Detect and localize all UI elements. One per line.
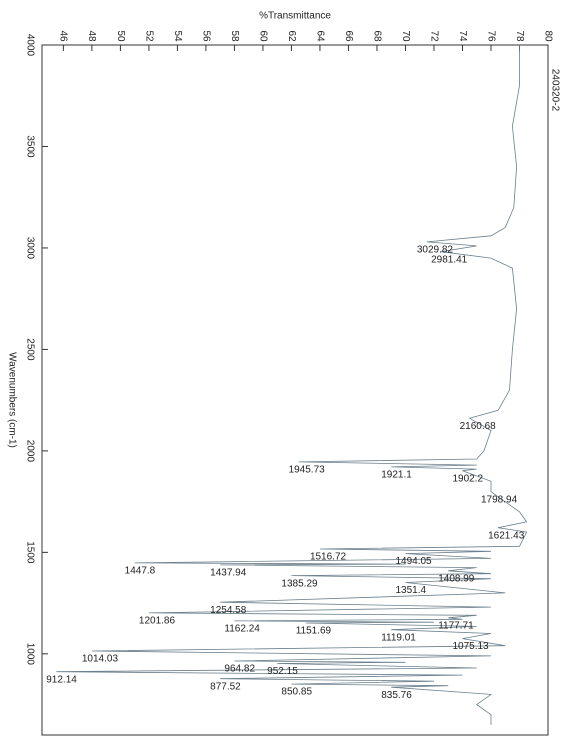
peak-label: 835.76 <box>381 690 412 701</box>
peak-label: 1921.1 <box>381 470 412 481</box>
peak-label: 877.52 <box>210 681 241 692</box>
peak-label: 1351.4 <box>395 585 426 596</box>
y-tick-label: 78 <box>514 30 525 42</box>
peak-label: 2981.41 <box>431 254 468 265</box>
peak-label: 1254.58 <box>210 605 247 616</box>
x-tick-label: 1000 <box>24 643 35 666</box>
x-tick-label: 2500 <box>24 338 35 361</box>
peak-label: 2160.68 <box>460 421 497 432</box>
peak-label: 1408.99 <box>438 573 475 584</box>
y-tick-label: 64 <box>314 30 325 42</box>
x-tick-label: 1500 <box>24 541 35 564</box>
peak-label: 1798.94 <box>481 494 518 505</box>
y-tick-label: 68 <box>371 30 382 42</box>
peak-label: 1014.03 <box>82 654 119 665</box>
chart-title: %Transmittance <box>259 11 331 22</box>
peak-label: 3029.82 <box>417 245 454 256</box>
x-tick-label: 3500 <box>24 135 35 158</box>
x-tick-label: 3000 <box>24 237 35 260</box>
y-tick-label: 48 <box>86 30 97 42</box>
peak-label: 1516.72 <box>310 552 347 563</box>
sample-name: 240320-2 <box>549 69 560 112</box>
peak-label: 1151.69 <box>296 626 332 637</box>
y-tick-label: 52 <box>143 30 154 42</box>
peak-label: 850.85 <box>281 687 312 698</box>
x-axis-title: Wavenumbers (cm-1) <box>6 352 17 448</box>
peak-label: 1385.29 <box>281 578 318 589</box>
peak-label: 1437.94 <box>210 568 247 579</box>
y-tick-label: 62 <box>286 30 297 42</box>
y-tick-label: 58 <box>229 30 240 42</box>
peak-label: 964.82 <box>224 664 255 675</box>
peak-label: 1177.71 <box>438 620 474 631</box>
peak-label: 1119.01 <box>381 632 416 643</box>
y-tick-label: 56 <box>200 30 211 42</box>
x-tick-label: 2000 <box>24 440 35 463</box>
peak-label: 1447.8 <box>125 566 156 577</box>
peak-label: 1902.2 <box>452 473 483 484</box>
peak-label: 912.14 <box>46 674 77 685</box>
spectrum <box>56 45 528 725</box>
peak-label: 1201.86 <box>139 615 176 626</box>
y-tick-label: 72 <box>428 30 439 42</box>
plot-frame <box>41 44 549 736</box>
peak-label: 1945.73 <box>289 465 326 476</box>
peak-label: 952.15 <box>267 666 298 677</box>
y-tick-label: 46 <box>58 30 69 42</box>
y-tick-label: 70 <box>400 30 411 42</box>
x-tick-label: 4000 <box>24 34 35 57</box>
y-tick-label: 76 <box>485 30 496 42</box>
y-tick-label: 50 <box>115 30 126 42</box>
peak-label: 1494.05 <box>395 556 432 567</box>
peak-label: 1162.24 <box>224 624 260 635</box>
y-tick-label: 74 <box>457 30 468 42</box>
y-tick-label: 80 <box>542 30 553 42</box>
peak-label: 1621.43 <box>488 530 525 541</box>
y-tick-label: 54 <box>172 30 183 42</box>
y-tick-label: 60 <box>257 30 268 42</box>
peak-label: 1075.13 <box>452 641 489 652</box>
y-tick-label: 66 <box>343 30 354 42</box>
